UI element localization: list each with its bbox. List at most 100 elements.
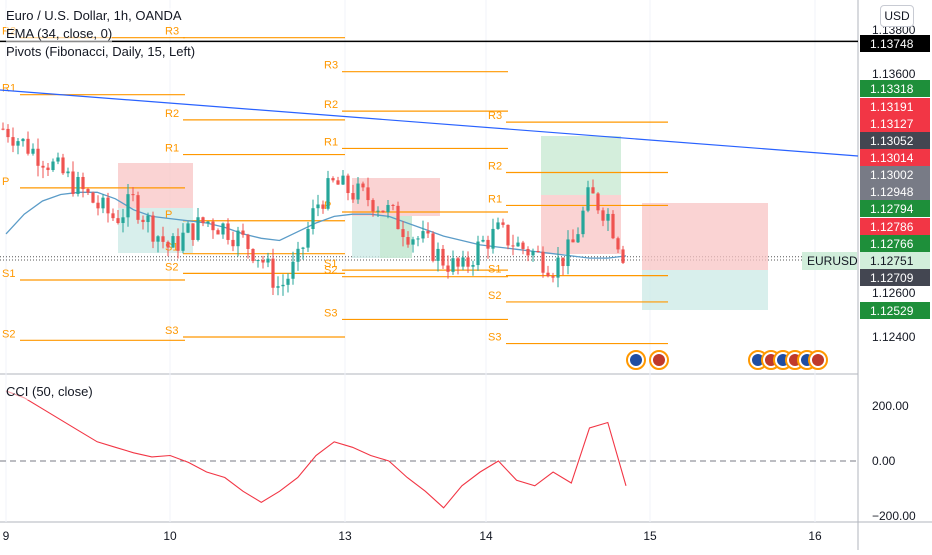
time-tick: 9 [3, 529, 10, 543]
candle-body [251, 248, 255, 262]
price-label: 1.13127 [860, 115, 930, 132]
pivot-label: R1 [324, 136, 338, 148]
cci-tick: −200.00 [872, 509, 916, 523]
candle [121, 208, 125, 233]
candle [236, 226, 240, 257]
candle [531, 248, 535, 262]
candle-body [306, 228, 310, 248]
currency-button[interactable]: USD [880, 5, 914, 27]
candle-body [261, 260, 265, 263]
candle-body [536, 250, 540, 252]
candle-body [46, 167, 50, 171]
candle-body [461, 257, 465, 267]
candle [421, 220, 425, 243]
candle-body [246, 234, 250, 249]
candle-body [41, 165, 45, 168]
candle-body [541, 251, 545, 273]
event-flag-icon[interactable] [626, 350, 646, 370]
candle [361, 181, 365, 192]
candle-body [51, 161, 55, 171]
candle-body [406, 237, 410, 245]
pivot-label: R1 [488, 193, 502, 205]
candle [521, 240, 525, 255]
candle [41, 160, 45, 179]
candle [456, 256, 460, 275]
event-flag-icon[interactable] [649, 350, 669, 370]
candle [146, 212, 150, 233]
price-label: 1.13052 [860, 132, 930, 149]
position-box [541, 136, 621, 195]
time-tick: 10 [163, 529, 177, 543]
candle [596, 192, 600, 214]
candle-body [331, 178, 335, 181]
candle-body [36, 148, 40, 166]
pivot-label: S3 [324, 307, 337, 319]
candle [116, 209, 120, 225]
candle [256, 259, 260, 268]
trendline[interactable] [0, 89, 859, 157]
price-label: 1.13014 [860, 149, 930, 166]
candle-body [321, 204, 325, 209]
cci-tick: 0.00 [872, 454, 896, 468]
symbol-tag-bg [802, 252, 857, 270]
candle-body [391, 204, 395, 206]
pivot-label: R2 [165, 108, 179, 120]
time-tick: 14 [479, 529, 493, 543]
pivot-label: R3 [324, 60, 338, 72]
candle [271, 248, 275, 296]
chart-title[interactable]: Euro / U.S. Dollar, 1h, OANDA [6, 8, 182, 24]
price-label: 1.13191 [860, 98, 930, 115]
candle [206, 220, 210, 227]
candle-body [356, 183, 360, 200]
pivot-label: S3 [165, 325, 178, 337]
candle [561, 257, 565, 276]
pivots-legend[interactable]: Pivots (Fibonacci, Daily, 15, Left) [6, 44, 196, 60]
candle [156, 235, 160, 253]
candle [606, 208, 610, 232]
event-markers[interactable] [626, 350, 828, 370]
ema-legend[interactable]: EMA (34, close, 0) [6, 26, 113, 42]
candle [491, 218, 495, 254]
pivot-label: S2 [2, 328, 15, 340]
candle-body [156, 236, 160, 242]
candle [441, 245, 445, 270]
price-label: 1.12786 [860, 218, 930, 235]
candle [186, 221, 190, 234]
flag-fill [653, 354, 665, 366]
candle [546, 265, 550, 278]
candle [571, 229, 575, 243]
candle-body [361, 183, 365, 188]
candle-body [616, 238, 620, 250]
candle-body [16, 141, 20, 146]
event-flag-icon[interactable] [808, 350, 828, 370]
candle-body [286, 278, 290, 285]
candle [506, 224, 510, 250]
candle-body [551, 276, 555, 278]
candle [541, 246, 545, 278]
candle [96, 195, 100, 216]
candle-body [441, 248, 445, 266]
candle [451, 250, 455, 275]
price-label-bg [860, 132, 930, 149]
candle [131, 187, 135, 202]
candle-body [481, 239, 485, 242]
candle [371, 198, 375, 217]
candle-body [421, 231, 425, 239]
candle-body [96, 202, 100, 209]
flag-fill [812, 354, 824, 366]
price-label-bg [860, 252, 930, 269]
candle-body [606, 213, 610, 221]
price-label-text: 1.13002 [870, 168, 914, 182]
candle [476, 235, 480, 271]
pivot-label: P [2, 176, 9, 188]
cci-legend[interactable]: CCI (50, close) [6, 384, 93, 400]
candle-body [151, 215, 155, 242]
candle [266, 252, 270, 268]
price-label-text: 1.12786 [870, 220, 914, 234]
candle-body [6, 128, 10, 138]
price-label-text: 1.12529 [870, 304, 914, 318]
candle-body [201, 217, 205, 224]
position-box [380, 216, 412, 258]
